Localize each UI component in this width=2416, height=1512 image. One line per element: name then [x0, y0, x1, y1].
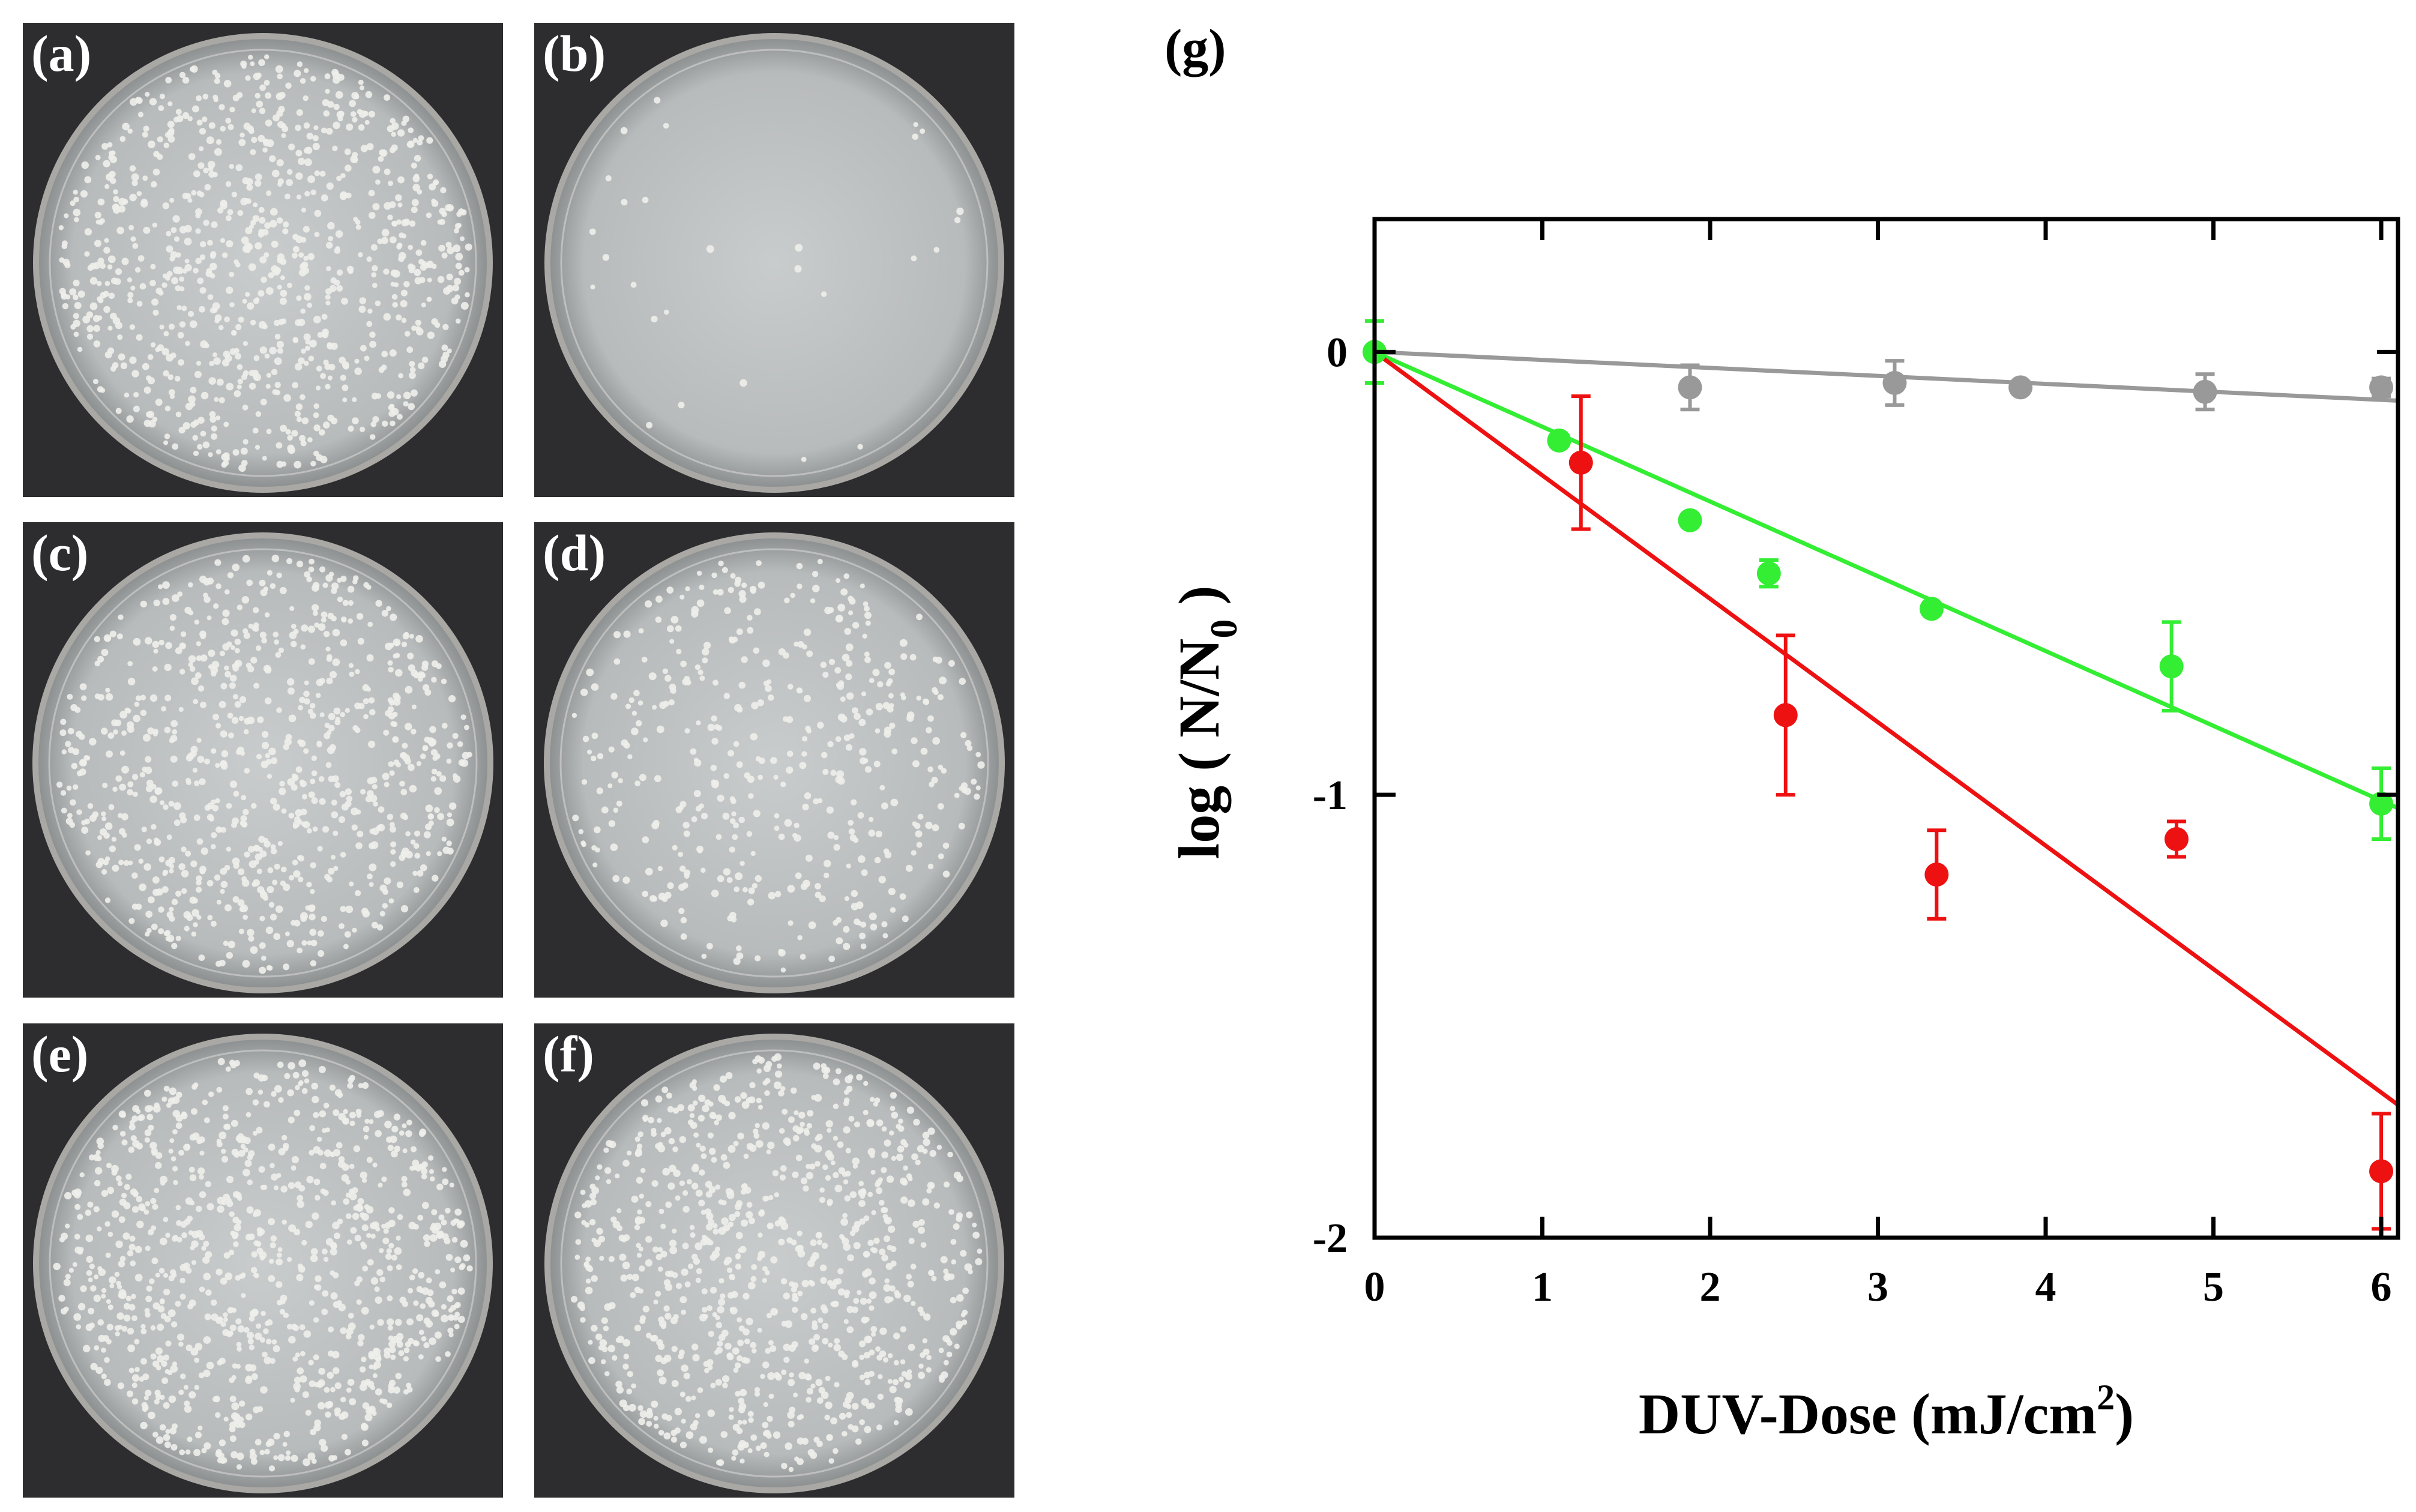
data-point-green: [1919, 597, 1944, 621]
x-tick-label: 5: [2203, 1264, 2224, 1310]
colonies: [589, 97, 964, 462]
data-point-red: [1568, 450, 1593, 475]
petri-dish-photo-e: (e): [23, 1023, 503, 1498]
petri-dish-a-image: [33, 33, 493, 493]
petri-dish-f-image: [544, 1034, 1004, 1493]
y-tick-label: 0: [1327, 330, 1348, 376]
dish-inner-ring: [49, 49, 477, 477]
y-tick-label: -1: [1313, 773, 1348, 819]
petri-dish-photo-f: (f): [534, 1023, 1014, 1498]
petri-dish-photo-d: (d): [534, 522, 1014, 998]
petri-dish-d-image: [544, 532, 1005, 993]
petri-dish-photo-c: (c): [23, 522, 503, 998]
panel-label-f: (f): [543, 1025, 594, 1083]
fit-line-green: [1373, 350, 2399, 810]
x-tick-label: 3: [1867, 1264, 1888, 1310]
x-tick-label: 1: [1532, 1264, 1553, 1310]
colonies: [571, 1053, 983, 1472]
colonies: [53, 1058, 473, 1472]
colonies: [571, 559, 985, 973]
panel-label-b: (b): [543, 25, 606, 82]
x-tick-label: 6: [2371, 1264, 2392, 1310]
x-tick-label: 0: [1364, 1264, 1385, 1310]
fit-line-red: [1373, 350, 2400, 1107]
dish-agar: [550, 39, 998, 487]
petri-dish-e-image: [33, 1034, 493, 1493]
data-point-gray: [1678, 375, 1702, 400]
data-point-green: [2159, 654, 2184, 679]
dish-inner-ring: [48, 548, 478, 978]
chart-panel-label: (g): [1164, 19, 1226, 77]
y-axis-label: log ( N/N0 ): [1167, 586, 1245, 860]
panel-label-d: (d): [543, 524, 606, 582]
dish-inner-ring: [559, 548, 989, 978]
petri-dish-c-image: [32, 532, 493, 993]
dish-inner-ring: [49, 1049, 477, 1478]
panel-label-c: (c): [31, 524, 89, 582]
colonies: [56, 555, 472, 974]
panel-label-a: (a): [31, 25, 92, 82]
data-point-red: [2369, 1159, 2394, 1184]
data-point-red: [1773, 703, 1798, 727]
petri-dish-photo-a: (a): [23, 23, 503, 497]
data-point-gray: [2008, 375, 2033, 400]
x-axis-label: DUV-Dose (mJ/cm2): [1639, 1378, 2134, 1446]
colonies: [58, 54, 472, 472]
x-tick-label: 4: [2035, 1264, 2056, 1310]
dish-inner-ring: [560, 1049, 989, 1478]
data-point-green: [2369, 791, 2394, 816]
data-point-green: [1547, 428, 1571, 453]
data-point-green: [1756, 561, 1781, 586]
data-point-gray: [2193, 379, 2217, 404]
x-tick-label: 2: [1700, 1264, 1721, 1310]
petri-dish-photo-b: (b): [534, 23, 1014, 497]
petri-dish-b-image: [544, 33, 1004, 493]
data-point-red: [1924, 862, 1949, 887]
y-tick-label: -2: [1313, 1215, 1348, 1262]
data-point-gray: [1882, 370, 1907, 395]
panel-label-e: (e): [31, 1025, 89, 1083]
data-point-gray: [2369, 375, 2394, 400]
data-point-red: [2164, 827, 2189, 851]
dish-inner-ring: [560, 49, 989, 477]
data-point-green: [1678, 508, 1702, 532]
plot-frame: [1372, 217, 2400, 1240]
